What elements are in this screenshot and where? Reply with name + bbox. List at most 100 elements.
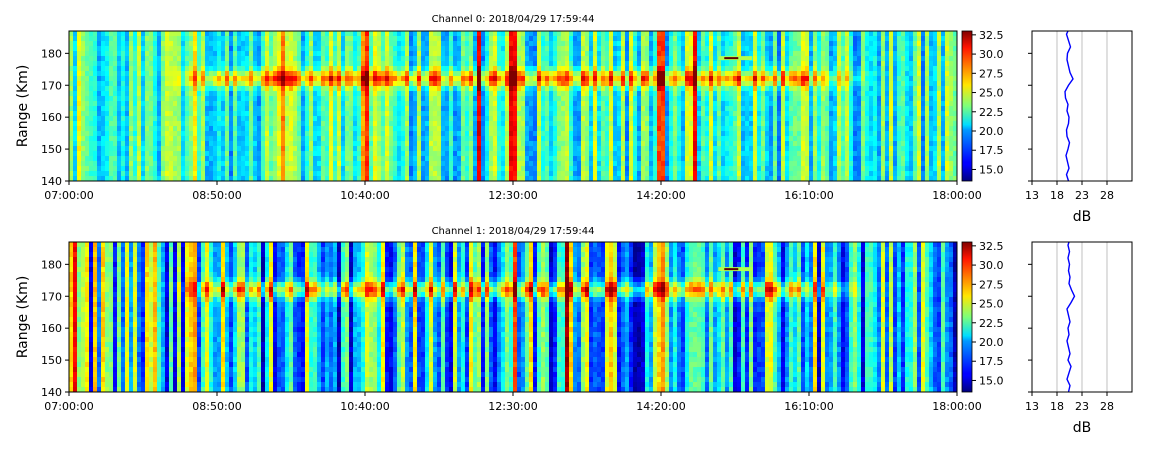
heatmap-cell: [321, 96, 325, 101]
heatmap-cell: [293, 41, 297, 46]
heatmap-cell: [173, 141, 177, 146]
heatmap-cell: [521, 146, 525, 151]
heatmap-cell: [721, 171, 725, 176]
heatmap-cell: [677, 141, 681, 146]
heatmap-cell: [317, 106, 321, 111]
heatmap-cell: [233, 41, 237, 46]
heatmap-cell: [729, 101, 733, 106]
heatmap-cell: [289, 86, 293, 91]
heatmap-cell: [149, 161, 153, 166]
heatmap-cell: [389, 171, 393, 176]
heatmap-cell: [673, 76, 677, 81]
heatmap-cell: [309, 146, 313, 151]
heatmap-cell: [209, 111, 213, 116]
heatmap-cell: [669, 46, 673, 51]
heatmap-cell: [97, 111, 101, 116]
heatmap-cell: [417, 141, 421, 146]
heatmap-cell: [285, 56, 289, 61]
heatmap-cell: [265, 131, 269, 136]
heatmap-cell: [629, 116, 633, 121]
heatmap-cell: [697, 166, 701, 171]
heatmap-cell: [293, 126, 297, 131]
heatmap-cell: [401, 136, 405, 141]
heatmap-cell: [317, 91, 321, 96]
heatmap-cell: [333, 116, 337, 121]
heatmap-cell: [425, 156, 429, 161]
heatmap-cell: [433, 141, 437, 146]
heatmap-cell: [217, 126, 221, 131]
heatmap-cell: [261, 101, 265, 106]
heatmap-cell: [549, 111, 553, 116]
heatmap-cell: [241, 151, 245, 156]
heatmap-cell: [449, 106, 453, 111]
heatmap-cell: [729, 116, 733, 121]
heatmap-cell: [477, 81, 481, 86]
heatmap-cell: [721, 111, 725, 116]
heatmap-cell: [165, 121, 169, 126]
heatmap-cell: [129, 96, 133, 101]
heatmap-cell: [93, 86, 97, 91]
heatmap-cell: [193, 76, 197, 81]
heatmap-cell: [269, 161, 273, 166]
heatmap-cell: [701, 171, 705, 176]
heatmap-cell: [493, 96, 497, 101]
heatmap-cell: [265, 41, 269, 46]
heatmap-cell: [373, 96, 377, 101]
heatmap-cell: [101, 86, 105, 91]
heatmap-cell: [489, 151, 493, 156]
heatmap-cell: [445, 146, 449, 151]
heatmap-cell: [201, 111, 205, 116]
heatmap-cell: [245, 66, 249, 71]
heatmap-cell: [389, 166, 393, 171]
heatmap-cell: [257, 146, 261, 151]
heatmap-cell: [73, 81, 77, 86]
heatmap-cell: [457, 41, 461, 46]
heatmap-cell: [621, 131, 625, 136]
heatmap-cell: [661, 86, 665, 91]
heatmap-cell: [389, 56, 393, 61]
heatmap-cell: [421, 146, 425, 151]
heatmap-cell: [173, 166, 177, 171]
heatmap-cell: [601, 131, 605, 136]
heatmap-cell: [217, 156, 221, 161]
heatmap-cell: [509, 86, 513, 91]
heatmap-cell: [597, 46, 601, 51]
heatmap-cell: [645, 116, 649, 121]
heatmap-cell: [385, 36, 389, 41]
heatmap-cell: [573, 91, 577, 96]
heatmap-cell: [333, 66, 337, 71]
heatmap-cell: [245, 161, 249, 166]
heatmap-cell: [237, 156, 241, 161]
heatmap-cell: [121, 111, 125, 116]
heatmap-cell: [421, 61, 425, 66]
heatmap-cell: [721, 126, 725, 131]
heatmap-cell: [365, 151, 369, 156]
heatmap-cell: [661, 116, 665, 121]
heatmap-cell: [357, 146, 361, 151]
heatmap-cell: [105, 156, 109, 161]
heatmap-cell: [517, 126, 521, 131]
heatmap-cell: [409, 151, 413, 156]
heatmap-cell: [217, 96, 221, 101]
heatmap-cell: [585, 156, 589, 161]
heatmap-cell: [425, 121, 429, 126]
heatmap-cell: [689, 136, 693, 141]
heatmap-cell: [477, 136, 481, 141]
heatmap-cell: [409, 106, 413, 111]
heatmap-cell: [713, 151, 717, 156]
heatmap-cell: [621, 46, 625, 51]
heatmap-cell: [477, 101, 481, 106]
heatmap-cell: [125, 136, 129, 141]
heatmap-cell: [333, 106, 337, 111]
heatmap-cell: [381, 66, 385, 71]
heatmap-cell: [397, 76, 401, 81]
heatmap-cell: [177, 156, 181, 161]
heatmap-cell: [381, 171, 385, 176]
heatmap-cell: [537, 141, 541, 146]
heatmap-cell: [633, 116, 637, 121]
heatmap-cell: [485, 106, 489, 111]
heatmap-cell: [201, 76, 205, 81]
heatmap-cell: [273, 136, 277, 141]
heatmap-cell: [477, 46, 481, 51]
heatmap-cell: [457, 61, 461, 66]
